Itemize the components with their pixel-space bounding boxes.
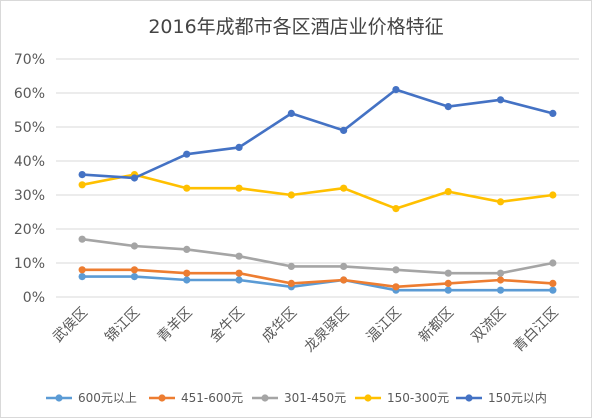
data-point <box>444 188 452 196</box>
legend-item: 600元以上 <box>46 391 137 405</box>
data-point <box>130 242 139 250</box>
data-point <box>287 279 295 287</box>
data-point <box>235 276 243 284</box>
y-tick-label: 70% <box>14 52 45 68</box>
data-point <box>183 184 191 192</box>
data-point <box>340 262 348 270</box>
data-point <box>130 174 139 182</box>
series-line <box>80 268 555 289</box>
x-tick-label: 青羊区 <box>155 305 196 346</box>
data-point <box>78 171 86 179</box>
legend-label: 600元以上 <box>78 391 137 405</box>
legend-label: 150-300元 <box>387 391 449 405</box>
data-point <box>444 279 452 287</box>
data-point <box>287 262 295 270</box>
legend-item: 451-600元 <box>149 391 243 405</box>
y-tick-label: 20% <box>14 222 45 238</box>
data-point <box>444 269 452 277</box>
data-point <box>78 235 86 243</box>
series-2 <box>78 235 557 277</box>
data-point <box>496 276 505 284</box>
series-line <box>80 88 555 180</box>
data-point <box>340 184 348 192</box>
legend-swatch-marker <box>465 394 473 402</box>
legend-swatch-marker <box>364 394 372 402</box>
y-tick-label: 0% <box>23 290 45 306</box>
legend-label: 301-450元 <box>284 391 346 405</box>
legend-label: 150元以内 <box>488 391 547 405</box>
data-point <box>235 252 243 260</box>
legend: 600元以上 451-600元 301-450元 150-300元 150元以内 <box>46 391 547 405</box>
x-tick-label: 武侯区 <box>50 305 91 346</box>
data-point <box>183 269 191 277</box>
x-tick-label: 龙泉驿区 <box>301 304 353 356</box>
legend-item: 150-300元 <box>355 391 449 405</box>
data-point <box>392 266 400 274</box>
data-point <box>392 86 400 94</box>
series-line <box>80 275 555 292</box>
gridlines <box>56 58 579 298</box>
data-point <box>549 259 557 267</box>
series-line <box>80 173 555 210</box>
y-axis-ticks: 0% 10% 20% 30% 40% 50% 60% 70% <box>14 52 45 306</box>
data-point <box>392 283 400 291</box>
x-tick-label: 新都区 <box>416 305 457 346</box>
chart-title: 2016年成都市各区酒店业价格特征 <box>148 16 443 38</box>
series-line <box>80 237 555 275</box>
data-point <box>130 273 139 281</box>
data-point <box>496 286 505 294</box>
series-1 <box>78 266 557 291</box>
data-point <box>549 191 557 199</box>
legend-swatch-marker <box>158 394 166 402</box>
data-point <box>130 266 139 274</box>
x-axis-ticks: 武侯区 锦江区 青羊区 金牛区 成华区 龙泉驿区 温江区 新都区 双流区 青白江区 <box>50 304 562 356</box>
data-point <box>183 150 191 158</box>
x-tick-label: 双流区 <box>468 305 509 346</box>
legend-item: 301-450元 <box>252 391 346 405</box>
data-point <box>78 273 86 281</box>
data-point <box>496 269 505 277</box>
x-tick-label: 青白江区 <box>511 305 562 356</box>
legend-swatch-marker <box>55 394 63 402</box>
y-tick-label: 40% <box>14 154 45 170</box>
data-point <box>78 266 86 274</box>
data-point <box>183 276 191 284</box>
data-point <box>235 269 243 277</box>
x-tick-label: 温江区 <box>364 305 405 346</box>
data-point <box>496 96 505 104</box>
series-3 <box>78 171 557 213</box>
data-point <box>287 191 295 199</box>
data-point <box>340 126 348 134</box>
y-tick-label: 10% <box>14 256 45 272</box>
data-point <box>549 109 557 117</box>
series-4 <box>78 86 557 182</box>
legend-swatch-marker <box>261 394 269 402</box>
series-0 <box>78 273 557 294</box>
data-point <box>444 286 452 294</box>
data-point <box>340 276 348 284</box>
data-point <box>444 103 452 111</box>
x-tick-label: 锦江区 <box>102 304 144 346</box>
series-lines <box>78 86 557 294</box>
x-tick-label: 成华区 <box>259 305 300 346</box>
y-tick-label: 30% <box>14 188 45 204</box>
data-point <box>496 198 505 206</box>
data-point <box>549 286 557 294</box>
data-point <box>549 279 557 287</box>
data-point <box>78 181 86 189</box>
x-tick-label: 金牛区 <box>207 305 248 346</box>
data-point <box>235 184 243 192</box>
legend-item: 150元以内 <box>456 391 547 405</box>
legend-label: 451-600元 <box>181 391 243 405</box>
data-point <box>287 109 295 117</box>
data-point <box>235 143 243 151</box>
data-point <box>183 245 191 253</box>
y-tick-label: 60% <box>14 86 45 102</box>
data-point <box>392 205 400 213</box>
y-tick-label: 50% <box>14 120 45 136</box>
